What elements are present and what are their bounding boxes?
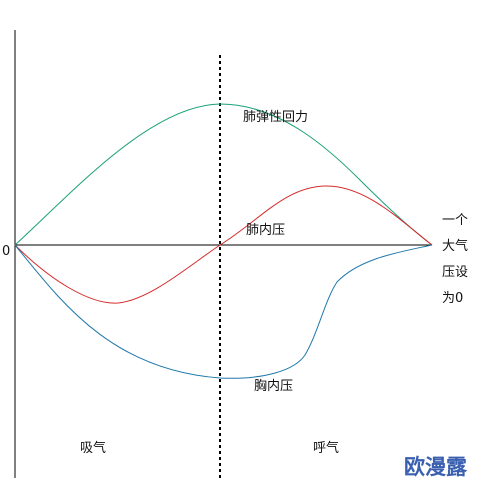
- pleural-pressure-curve: [14, 244, 433, 379]
- atmosphere-note-line-2: 大气: [442, 238, 468, 254]
- lung-recoil-label: 肺弹性回力: [243, 110, 308, 125]
- atmosphere-note-line-4: 为0: [442, 291, 463, 306]
- inspiration-label: 吸气: [80, 440, 106, 456]
- atmosphere-note-line-3: 压设: [442, 265, 468, 280]
- watermark-logo: 欧漫露: [404, 455, 468, 479]
- alveolar-pressure-curve: [14, 185, 433, 304]
- expiration-label: 呼气: [313, 440, 339, 456]
- alveolar-pressure-label: 肺内压: [246, 222, 285, 238]
- zero-label: 0: [2, 244, 10, 259]
- atmosphere-note-line-1: 一个: [442, 213, 468, 228]
- lung-recoil-curve: [14, 103, 433, 246]
- pleural-pressure-label: 胸内压: [254, 378, 293, 394]
